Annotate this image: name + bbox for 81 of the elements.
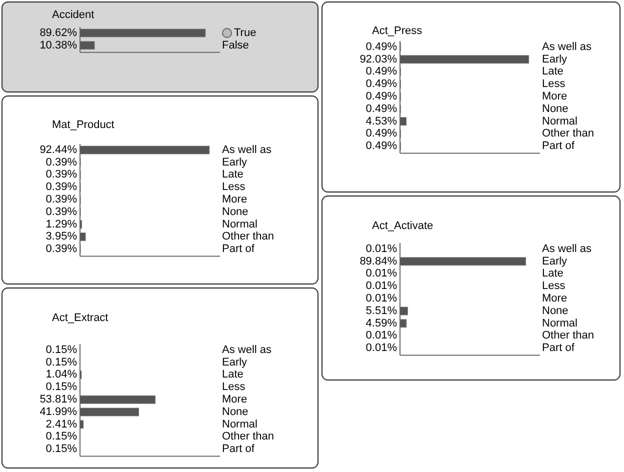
y-tick-label: More [542, 90, 568, 103]
y-tick-label: Early [542, 53, 568, 66]
data-label: 89.84% [360, 255, 398, 268]
data-label: 0.39% [46, 243, 78, 256]
y-tick-label: Other than [542, 128, 594, 140]
data-label: 0.01% [366, 342, 398, 354]
y-tick-label: Normal [222, 218, 258, 230]
chart-title: Act_Extract [52, 312, 108, 324]
data-label: 1.04% [46, 368, 78, 381]
y-tick-label: Less [222, 381, 246, 394]
y-tick-label: Part of [542, 140, 576, 152]
y-tick-label: Part of [222, 243, 256, 256]
y-tick-label: Late [542, 268, 564, 280]
data-label: 41.99% [40, 406, 78, 418]
y-tick-label: True [234, 26, 256, 39]
y-tick-label: Late [542, 66, 564, 78]
y-tick-label: Part of [542, 342, 576, 354]
data-label: 0.39% [46, 194, 78, 206]
y-tick-label: More [222, 394, 248, 406]
data-label: 0.49% [366, 102, 398, 115]
y-tick-label: Late [222, 168, 244, 181]
data-label: 0.39% [46, 206, 78, 218]
y-tick-label: False [222, 39, 249, 52]
data-label: 0.01% [366, 268, 398, 280]
y-tick-label: More [542, 292, 568, 305]
data-label: 0.15% [46, 381, 78, 394]
data-label: 0.49% [366, 78, 398, 90]
y-tick-label: None [542, 102, 568, 115]
y-tick-label: As well as [222, 144, 272, 156]
data-label: 0.49% [366, 40, 398, 53]
data-label: 0.01% [366, 280, 398, 292]
y-tick-label: None [542, 304, 568, 317]
data-label: 5.51% [366, 304, 398, 317]
y-tick-label: Other than [222, 230, 274, 243]
data-label: 2.41% [46, 418, 78, 430]
data-label: 0.39% [46, 181, 78, 194]
y-tick-label: Less [222, 181, 246, 194]
data-label: 0.49% [366, 128, 398, 140]
data-label: 0.49% [366, 90, 398, 103]
y-tick-label: As well as [542, 40, 592, 53]
y-tick-label: Early [222, 356, 248, 368]
data-label: 10.38% [40, 39, 78, 52]
data-label: 92.03% [360, 53, 398, 66]
y-tick-label: Less [542, 78, 566, 90]
y-tick-label: Normal [542, 115, 578, 128]
y-tick-label: None [222, 406, 248, 418]
data-label: 0.15% [46, 356, 78, 368]
data-label: 0.01% [366, 292, 398, 305]
chart-title: Act_Activate [372, 220, 434, 232]
y-tick-label: As well as [222, 344, 272, 356]
data-label: 0.39% [46, 168, 78, 181]
y-tick-label: Early [222, 156, 248, 168]
data-label: 0.15% [46, 443, 78, 456]
data-label: 0.01% [366, 330, 398, 342]
y-tick-label: More [222, 194, 248, 206]
data-label: 89.62% [40, 26, 78, 39]
y-tick-label: Other than [222, 430, 274, 443]
data-label: 4.53% [366, 115, 398, 128]
data-label: 0.39% [46, 156, 78, 168]
data-label: 3.95% [46, 230, 78, 243]
data-label: 0.01% [366, 242, 398, 255]
data-label: 53.81% [40, 394, 78, 406]
y-tick-label: None [222, 206, 248, 218]
y-tick-label: Late [222, 368, 244, 381]
data-label: 0.15% [46, 344, 78, 356]
chart-title: Act_Press [372, 24, 423, 37]
data-label: 4.59% [366, 317, 398, 330]
y-tick-label: Less [542, 280, 566, 292]
chart-title: Accident [52, 8, 94, 21]
data-label: 0.49% [366, 140, 398, 152]
y-tick-label: As well as [542, 242, 592, 255]
data-label: 0.49% [366, 66, 398, 78]
data-label: 92.44% [40, 144, 78, 156]
data-label: 0.15% [46, 430, 78, 443]
y-tick-label: Normal [542, 317, 578, 330]
y-tick-label: Other than [542, 330, 594, 342]
y-tick-label: Early [542, 255, 568, 268]
y-tick-label: Normal [222, 418, 258, 430]
chart-title: Mat_Product [52, 118, 114, 131]
y-tick-label: Part of [222, 443, 256, 456]
data-label: 1.29% [46, 218, 78, 230]
